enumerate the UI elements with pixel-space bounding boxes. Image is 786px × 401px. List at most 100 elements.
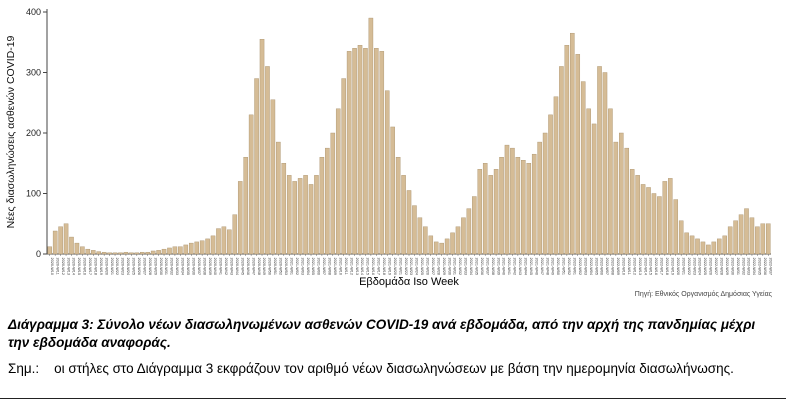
x-tick-label: 2021-W17: [377, 258, 381, 276]
bar: [276, 141, 281, 255]
bar: [662, 181, 668, 255]
bar: [303, 175, 308, 255]
bar: [553, 96, 559, 255]
bar: [717, 238, 722, 255]
bar: [145, 251, 150, 255]
x-tick-label: 2020-W43: [230, 258, 234, 276]
bar: [123, 251, 129, 255]
bar: [629, 169, 635, 255]
x-axis-title: Εβδομάδα Iso Week: [359, 276, 459, 288]
bar: [591, 123, 597, 255]
bar: [85, 248, 91, 255]
x-tick-label: 2022-W16: [654, 258, 658, 276]
x-tick-label: 2020-W48: [257, 258, 261, 276]
bar: [499, 156, 504, 255]
bottom-divider: [0, 398, 786, 399]
y-tick-label: 100: [26, 189, 41, 199]
x-tick-label: 2021-W07: [322, 258, 326, 276]
x-tick-label: 2020-W39: [208, 258, 212, 276]
x-tick-label: 2020-W46: [246, 258, 250, 276]
bar: [700, 241, 706, 255]
bar: [526, 163, 532, 255]
bar: [433, 241, 439, 255]
x-tick-label: 2020-W17: [88, 258, 92, 276]
x-tick-label: 2022-W20: [676, 258, 680, 276]
bar: [319, 156, 325, 255]
x-tick-label: 2021-W49: [551, 258, 555, 276]
x-tick-label: 2020-W44: [235, 258, 239, 276]
bar: [722, 235, 727, 255]
x-tick-label: 2020-W22: [115, 258, 119, 276]
bar: [395, 156, 401, 255]
x-tick-label: 2022-W05: [594, 258, 598, 276]
bar: [406, 190, 412, 255]
x-tick-label: 2021-W16: [371, 258, 375, 276]
x-tick-label: 2020-W28: [148, 258, 152, 276]
x-tick-label: 2022-W27: [714, 258, 718, 276]
x-tick-label: 2022-W32: [741, 258, 745, 276]
bar: [684, 232, 689, 255]
bar: [379, 51, 385, 255]
bar: [297, 178, 303, 255]
x-tick-label: 2020-W34: [181, 258, 185, 276]
bar: [134, 252, 140, 255]
bar: [537, 141, 542, 255]
x-tick-label: 2020-W27: [142, 258, 146, 276]
bar: [510, 147, 515, 255]
x-tick-label: 2021-W04: [306, 258, 310, 276]
x-tick-label: 2022-W18: [665, 258, 669, 276]
bar: [760, 223, 766, 255]
x-tick-label: 2021-W47: [540, 258, 544, 276]
x-tick-label: 2022-W30: [730, 258, 734, 276]
x-tick-label: 2021-W14: [360, 258, 364, 276]
bar: [689, 235, 695, 255]
x-tick-label: 2021-W32: [458, 258, 462, 276]
bar: [52, 230, 58, 255]
bar: [101, 251, 107, 255]
bar: [401, 175, 406, 255]
bar: [80, 246, 85, 255]
x-tick-label: 2020-W24: [126, 258, 130, 276]
x-tick-label: 2022-W10: [622, 258, 626, 276]
figure-note: Σημ.: οι στήλες στο Διάγραμμα 3 εκφράζου…: [8, 361, 734, 377]
bar: [613, 141, 619, 255]
x-tick-label: 2022-W09: [616, 258, 620, 276]
bar: [531, 153, 537, 255]
x-tick-label: 2020-W50: [268, 258, 272, 276]
bar: [738, 214, 744, 255]
bar: [548, 114, 553, 255]
x-tick-label: 2021-W50: [556, 258, 560, 276]
x-tick-label: 2020-W45: [240, 258, 244, 276]
x-tick-label: 2021-W20: [393, 258, 397, 276]
bar: [428, 235, 434, 255]
x-tick-label: 2021-W29: [442, 258, 446, 276]
bar: [63, 223, 69, 255]
x-tick-label: 2020-W11: [55, 258, 59, 275]
bar: [341, 78, 346, 255]
x-tick-label: 2021-W13: [355, 258, 359, 276]
bar: [139, 251, 145, 255]
bar: [270, 99, 276, 255]
bar: [237, 181, 243, 255]
bar: [330, 132, 336, 255]
x-tick-label: 2021-W33: [464, 258, 468, 276]
x-tick-label: 2022-W28: [719, 258, 723, 276]
source-note: Πηγή: Εθνικός Οργανισμός Δημόσιας Υγείας: [634, 291, 772, 298]
bar: [461, 217, 466, 255]
x-tick-label: 2020-W19: [99, 258, 103, 276]
bar: [640, 184, 646, 255]
x-tick-label: 2022-W13: [638, 258, 642, 276]
x-tick-label: 2021-W35: [475, 258, 479, 276]
x-tick-label: 2022-W21: [681, 258, 685, 276]
x-tick-label: 2020-W21: [110, 258, 114, 276]
bar: [325, 147, 330, 255]
x-tick-label: 2020-W13: [66, 258, 70, 276]
x-tick-label: 2021-W19: [387, 258, 391, 276]
bar: [477, 169, 483, 255]
covid-intubations-weekly-chart: Νέες διασωληνώσεις ασθενών COVID-19 0 100…: [5, 7, 772, 298]
bar: [619, 132, 624, 255]
bar: [673, 199, 679, 255]
bar: [346, 51, 352, 255]
bar: [178, 246, 183, 255]
